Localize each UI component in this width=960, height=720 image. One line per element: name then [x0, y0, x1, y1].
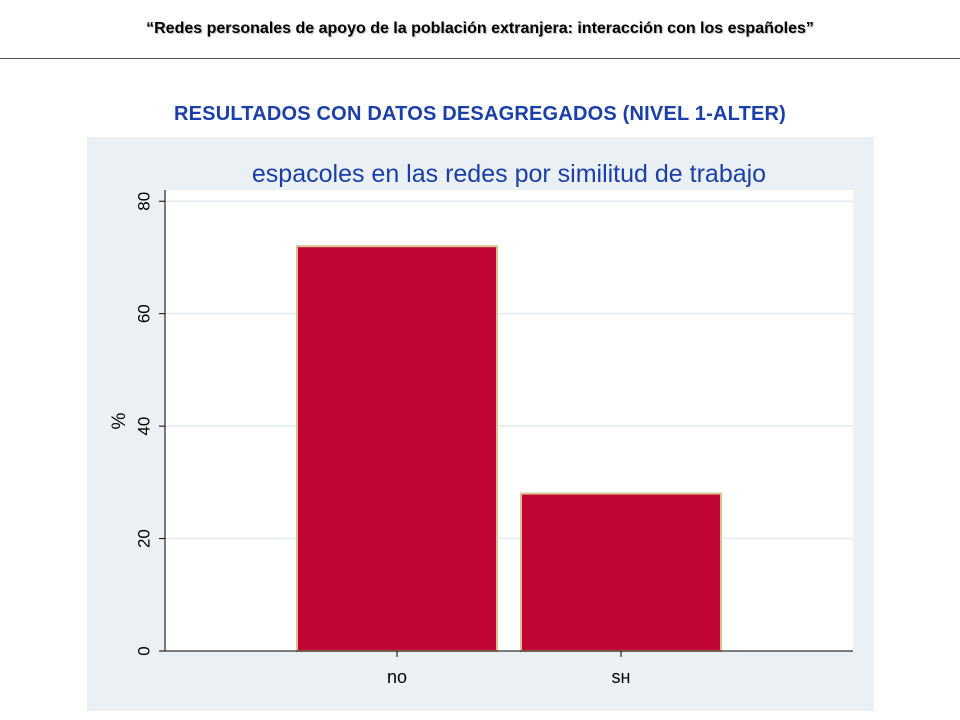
bar-0 — [296, 245, 498, 652]
y-tick-label-40: 40 — [134, 417, 153, 436]
y-tick-label-0: 0 — [134, 646, 153, 655]
slide-header: “Redes personales de apoyo de la poblaci… — [146, 20, 814, 37]
y-tick-label-60: 60 — [134, 304, 153, 323]
gridlines — [165, 200, 853, 540]
bar-1 — [520, 492, 722, 652]
x-tick-label-0: no — [387, 667, 407, 687]
y-tick-label-80: 80 — [134, 192, 153, 211]
section-title: RESULTADOS CON DATOS DESAGREGADOS (NIVEL… — [173, 103, 787, 125]
x-tick-label-1: sн — [612, 667, 631, 687]
y-axis-label: % — [109, 412, 130, 429]
bar-chart: 0 20 40 60 80 no sн espacoles en las redes po… — [87, 137, 874, 711]
y-tick-label-20: 20 — [134, 529, 153, 548]
plot-area — [165, 190, 853, 651]
y-axis-ticks: 0 20 40 60 80 — [134, 192, 165, 656]
chart-title: espacoles en las redes por similitud de … — [252, 160, 766, 188]
header-divider — [0, 58, 960, 59]
x-axis-ticks: no sн — [387, 651, 630, 687]
chart-container: 0 20 40 60 80 no sн espacoles en las redes po… — [87, 137, 874, 711]
